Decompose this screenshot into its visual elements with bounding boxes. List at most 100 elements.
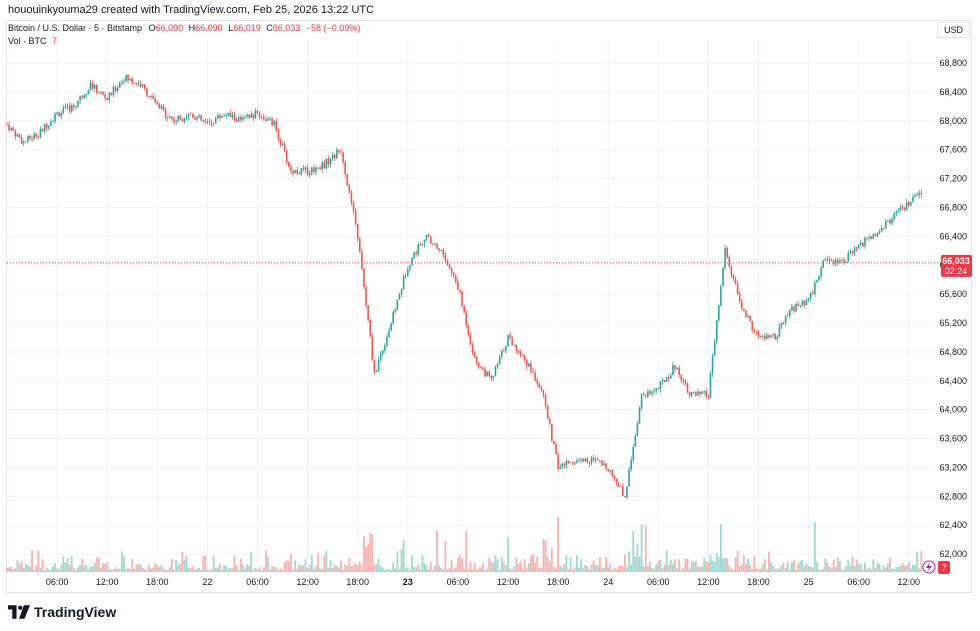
candle-body xyxy=(784,316,787,324)
currency-button[interactable]: USD xyxy=(937,22,970,38)
price-axis[interactable]: 68,800 68,400 68,000 67,600 67,200 66,800 66,4… xyxy=(939,58,967,559)
volume-bar xyxy=(317,553,319,572)
volume-bar xyxy=(557,517,559,572)
volume-bar xyxy=(738,566,741,572)
last-price-badge: 66,033 02:24 xyxy=(941,254,972,277)
candle-body xyxy=(532,371,534,373)
candle-body xyxy=(108,93,111,101)
volume-bar xyxy=(538,567,541,572)
candle-body xyxy=(820,267,822,277)
candle-body xyxy=(845,261,847,263)
legend-main-row[interactable]: Bitcoin / U.S. Dollar · 5 · Bitstamp O66… xyxy=(8,22,360,35)
volume-bar xyxy=(884,567,887,572)
volume-bar xyxy=(897,566,900,572)
volume-bar xyxy=(805,563,808,572)
candle-body xyxy=(277,130,280,140)
candle-body xyxy=(121,81,123,83)
symbol-description[interactable]: Bitcoin / U.S. Dollar · 5 · Bitstamp xyxy=(8,23,143,33)
volume-bar xyxy=(239,558,242,572)
volume-bar xyxy=(64,562,67,572)
time-tick-label: 12:00 xyxy=(497,577,520,587)
candle-body xyxy=(828,259,831,261)
last-price-value: 66,033 xyxy=(942,256,970,266)
volume-bar xyxy=(548,561,551,572)
candle-body xyxy=(738,294,741,302)
candle-body xyxy=(310,167,313,174)
volume-bar xyxy=(757,569,760,572)
volume-bar xyxy=(415,567,418,572)
volume-bar xyxy=(569,557,572,572)
candle-body xyxy=(402,276,405,290)
candlestick-chart[interactable]: 68,800 68,400 68,000 67,600 67,200 66,800 66,4… xyxy=(0,0,980,596)
candle-body xyxy=(722,267,724,287)
volume-bar xyxy=(26,565,29,572)
volume-bar xyxy=(348,557,351,572)
volume-bar xyxy=(281,569,284,572)
volume-bar xyxy=(661,568,664,572)
volume-bar xyxy=(221,569,223,572)
candle-body xyxy=(734,278,737,284)
volume-bar xyxy=(619,564,622,572)
volume-bar xyxy=(41,559,44,572)
candle-body xyxy=(736,283,739,295)
candle-body xyxy=(538,383,541,388)
volume-bar xyxy=(72,567,75,572)
volume-bar xyxy=(358,561,361,572)
volume-bar xyxy=(532,553,534,572)
candle-body xyxy=(423,239,426,244)
candle-body xyxy=(237,116,240,122)
candle-body xyxy=(778,326,781,337)
volume-bar xyxy=(231,568,234,572)
volume-bar xyxy=(166,569,169,572)
chart-pane[interactable] xyxy=(6,20,972,593)
volume-bar xyxy=(644,525,647,572)
time-axis[interactable]: 06:00 12:00 18:00 22 06:00 12:00 18:00 23 06:00 1… xyxy=(46,577,920,587)
volume-bar xyxy=(16,560,19,572)
candle-body xyxy=(920,192,923,195)
candles[interactable] xyxy=(6,73,923,500)
volume-bar xyxy=(836,557,839,572)
candle-body xyxy=(841,259,843,261)
candle-body xyxy=(805,299,808,306)
candle-body xyxy=(918,192,921,196)
candle-body xyxy=(596,459,599,461)
candle-body xyxy=(240,116,242,120)
candle-body xyxy=(221,116,223,118)
candle-body xyxy=(367,305,369,320)
volume-bar xyxy=(774,568,777,572)
candle-body xyxy=(498,356,501,365)
candle-body xyxy=(563,463,566,466)
legend-volume-row[interactable]: Vol · BTC 7 xyxy=(8,35,360,48)
candle-body xyxy=(164,109,167,118)
candle-body xyxy=(381,350,384,355)
volume-bar xyxy=(434,565,436,572)
tradingview-logo[interactable]: TradingView xyxy=(8,604,116,620)
candle-body xyxy=(79,96,81,101)
candle-body xyxy=(442,249,445,256)
candle-body xyxy=(864,237,866,247)
candle-body xyxy=(185,116,188,119)
candle-body xyxy=(811,292,814,294)
volume-bar xyxy=(640,524,643,572)
volume-bar xyxy=(765,568,768,572)
candle-body xyxy=(893,213,895,220)
volume-bar xyxy=(214,567,217,572)
price-tick-label: 68,800 xyxy=(939,58,967,68)
candle-body xyxy=(187,113,190,117)
volume-bar xyxy=(813,521,816,572)
candle-body xyxy=(375,370,378,372)
candle-body xyxy=(227,112,230,116)
volume-bar xyxy=(843,569,845,572)
chart-legend[interactable]: Bitcoin / U.S. Dollar · 5 · Bitstamp O66… xyxy=(8,22,360,48)
volume-bar xyxy=(112,569,115,572)
candle-body xyxy=(377,359,380,371)
candle-body xyxy=(791,306,793,311)
candle-body xyxy=(469,334,472,345)
volume-bar xyxy=(6,567,8,572)
candle-body xyxy=(77,100,79,107)
candle-body xyxy=(327,158,330,165)
volume-bar xyxy=(659,559,662,572)
candle-body xyxy=(129,78,131,81)
volume-bar xyxy=(56,568,58,572)
candle-body xyxy=(759,335,762,337)
